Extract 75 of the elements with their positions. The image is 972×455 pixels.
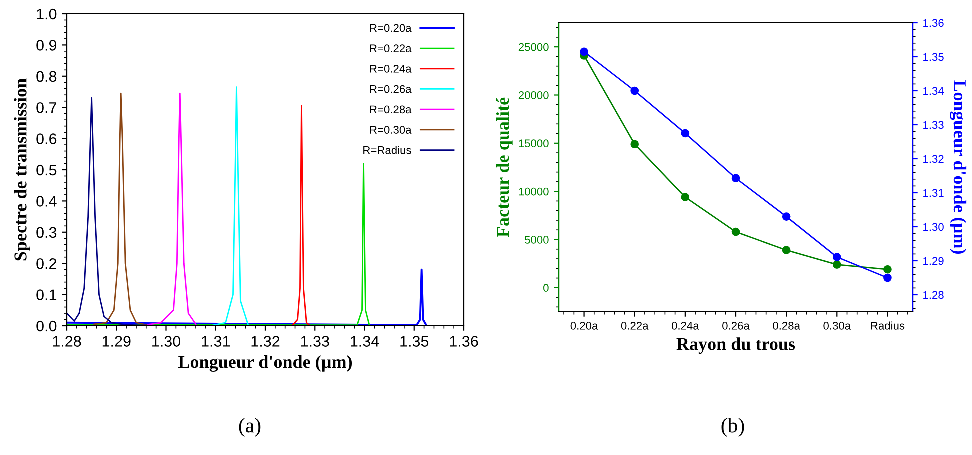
y-tick-label: 0.6 — [36, 134, 57, 144]
y-axis-title: Facteur de qualité — [496, 98, 513, 238]
x-tick-label: 0.22a — [621, 322, 649, 330]
y-tick-label: 0.0 — [36, 320, 57, 332]
point — [580, 48, 588, 56]
point — [782, 212, 791, 221]
legend-label: R=0.30a — [370, 126, 412, 134]
y2-tick-label: 1.33 — [924, 121, 944, 130]
point — [630, 86, 640, 96]
legend-label: R=0.26a — [370, 85, 412, 94]
y-tick-label: 0.8 — [36, 71, 57, 82]
x-tick-label: 0.24a — [672, 322, 700, 330]
line-series — [67, 98, 167, 326]
y-tick-label: 25000 — [518, 43, 549, 52]
line-series — [146, 92, 197, 326]
y2-tick-label: 1.35 — [924, 53, 944, 62]
x-axis-title: Rayon du trous — [676, 338, 796, 354]
text: (b) — [722, 418, 744, 437]
x-axis-title: Longueur d'onde (µm) — [178, 356, 352, 372]
y2-tick-label: 1.32 — [924, 155, 944, 164]
x-tick-label: 1.29 — [102, 336, 131, 347]
legend-label: R=0.22a — [370, 44, 412, 53]
y-tick-label: 0 — [544, 284, 549, 292]
text: (a) — [239, 418, 261, 437]
line-series — [94, 92, 148, 326]
y2-tick-label: 1.36 — [924, 19, 944, 28]
line-series — [67, 163, 370, 326]
x-tick-label: 1.36 — [450, 336, 478, 347]
x-tick-label: 0.28a — [773, 322, 800, 330]
legend-label: R=Radius — [364, 146, 412, 154]
y2-tick-label: 1.31 — [924, 189, 944, 198]
point — [630, 140, 640, 149]
legend-label: R=0.28a — [370, 106, 412, 114]
x-tick-label: 1.28 — [53, 336, 82, 347]
y2-tick-label: 1.29 — [924, 257, 944, 266]
y-tick-label: 5000 — [525, 236, 549, 244]
x-tick-label: 1.32 — [252, 336, 280, 347]
x-tick-label: Radius — [871, 322, 905, 330]
x-tick-label: 1.35 — [400, 336, 429, 347]
y-axis-title: Spectre de transmission — [14, 78, 30, 261]
x-tick-label: 0.26a — [722, 322, 750, 330]
y-tick-label: 0.4 — [36, 196, 57, 207]
x-tick-label: 1.34 — [351, 336, 380, 347]
point — [681, 193, 690, 202]
y-tick-label: 15000 — [519, 140, 549, 148]
y-tick-label: 1.0 — [37, 8, 57, 20]
x-tick-label: 1.30 — [152, 336, 181, 347]
y-tick-label: 0.5 — [36, 164, 57, 176]
y-tick-label: 0.1 — [36, 290, 57, 300]
y2-tick-label: 1.28 — [924, 291, 944, 300]
x-tick-label: 0.30a — [824, 322, 852, 330]
y2-tick-label: 1.34 — [924, 87, 944, 96]
y-tick-label: 10000 — [519, 188, 549, 196]
y-tick-label: 0.3 — [36, 227, 57, 238]
point — [832, 253, 842, 262]
y2-axis-title: Longueur d'onde (µm) — [950, 80, 967, 254]
y2-tick-label: 1.30 — [924, 223, 944, 232]
point — [832, 260, 842, 269]
point — [782, 246, 791, 255]
y-tick-label: 20000 — [518, 92, 549, 100]
line-series — [292, 105, 311, 326]
point — [884, 274, 892, 282]
y-tick-label: 0.2 — [36, 258, 57, 270]
x-tick-label: 1.31 — [202, 336, 230, 347]
point — [681, 129, 690, 138]
y-tick-label: 0.9 — [36, 40, 57, 51]
line-series — [212, 86, 249, 326]
point — [732, 174, 740, 183]
point — [732, 228, 740, 236]
y-tick-label: 0.7 — [36, 102, 57, 114]
x-tick-label: 1.33 — [301, 336, 330, 347]
legend-label: R=0.20a — [370, 24, 412, 32]
x-tick-label: 0.20a — [570, 322, 598, 330]
point — [884, 265, 892, 274]
legend-label: R=0.24a — [370, 65, 412, 73]
